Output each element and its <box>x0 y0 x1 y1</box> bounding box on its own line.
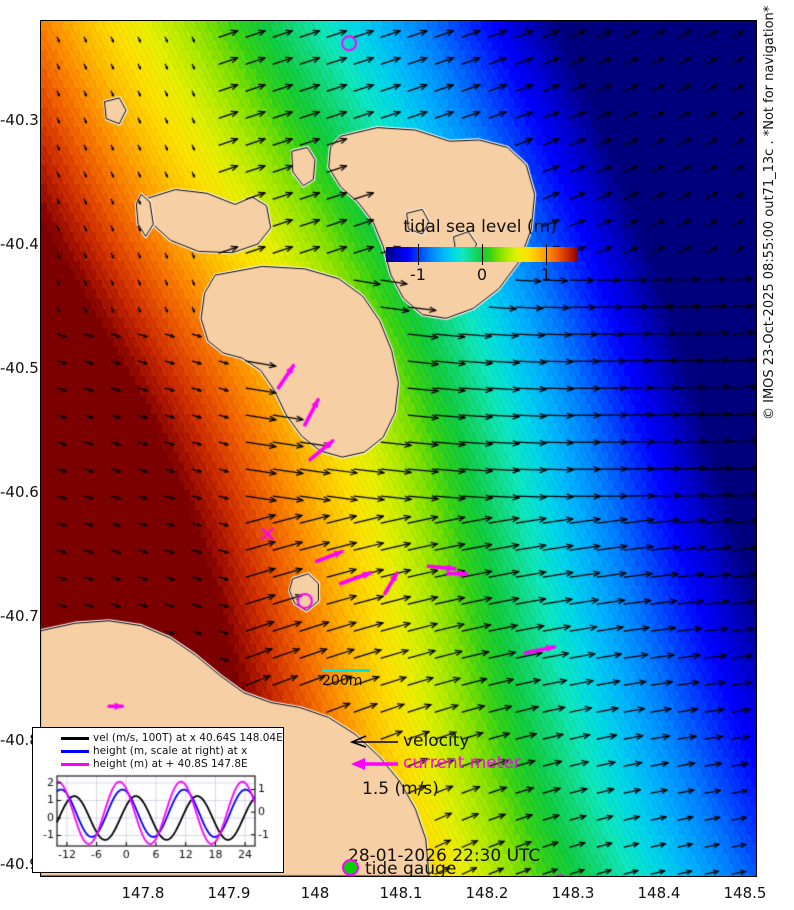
tide-gauge-legend: tide gauge <box>342 859 457 877</box>
tide-gauge-icon <box>342 859 359 876</box>
series-swatch-height-plus <box>61 763 89 766</box>
y-tick-label: -40.7 <box>0 607 39 625</box>
series-swatch-height-x <box>61 750 89 753</box>
x-tick-label: 148.1 <box>379 884 423 902</box>
scale-bar-line <box>322 669 370 672</box>
vector-legend: velocity current meter 1.5 (m/s) <box>348 731 521 799</box>
y-tick-label: -40.6 <box>0 483 39 501</box>
x-tick-label: 147.8 <box>121 884 165 902</box>
y-tick-label: -40.9 <box>0 855 39 873</box>
timestamp-utc: 28-01-2026 22:30 UTC <box>348 846 541 866</box>
current-meter-arrow-icon <box>351 758 398 770</box>
series-swatch-velocity <box>61 737 89 740</box>
x-tick-label: 148.2 <box>465 884 509 902</box>
velocity-arrow-icon <box>349 735 398 748</box>
tide-gauge-legend-label: tide gauge <box>365 859 457 877</box>
y-tick-label: -40.8 <box>0 731 39 749</box>
speed-scale-label: 1.5 (m/s) <box>362 779 439 799</box>
copyright-note: © IMOS 23-Oct-2025 08:55:00 out71_13c . … <box>762 5 777 420</box>
y-tick-label: -40.4 <box>0 235 39 253</box>
scale-bar: 200m <box>322 669 370 689</box>
scale-bar-label: 200m <box>322 673 363 689</box>
series-label-height-x: height (m, scale at right) at x <box>93 745 248 757</box>
y-tick-label: -40.3 <box>0 111 39 129</box>
x-tick-label: 148.3 <box>551 884 595 902</box>
colorbar-title: tidal sea level (m) <box>403 217 557 237</box>
colorbar-tick-label: -1 <box>410 265 426 284</box>
timestamp-block: 28-01-2026 22:30 UTC 29-01-2026 08:30 AE… <box>348 809 550 876</box>
colorbar-tick <box>482 244 483 265</box>
colorbar-tick <box>418 244 419 265</box>
velocity-legend-row: velocity <box>348 731 469 755</box>
series-label-velocity: vel (m/s, 100T) at x 40.64S 148.04E <box>93 732 283 744</box>
colorbar-tick-label: 0 <box>476 265 488 284</box>
x-tick-label: 147.9 <box>207 884 251 902</box>
colorbar-tick <box>546 244 547 265</box>
series-label-height-plus: height (m) at + 40.8S 147.8E <box>93 758 248 770</box>
velocity-legend-label: velocity <box>403 731 470 751</box>
x-tick-label: 148 <box>300 884 330 902</box>
current-meter-legend-row: current meter <box>348 753 521 777</box>
x-tick-label: 148.5 <box>723 884 767 902</box>
y-tick-label: -40.5 <box>0 359 39 377</box>
x-tick-label: 148.4 <box>637 884 681 902</box>
current-meter-legend-label: current meter <box>403 753 521 773</box>
colorbar: tidal sea level (m) -1 0 1 <box>350 217 610 297</box>
colorbar-tick-label: 1 <box>540 265 552 284</box>
timeseries-inset[interactable]: vel (m/s, 100T) at x 40.64S 148.04E heig… <box>32 727 284 873</box>
